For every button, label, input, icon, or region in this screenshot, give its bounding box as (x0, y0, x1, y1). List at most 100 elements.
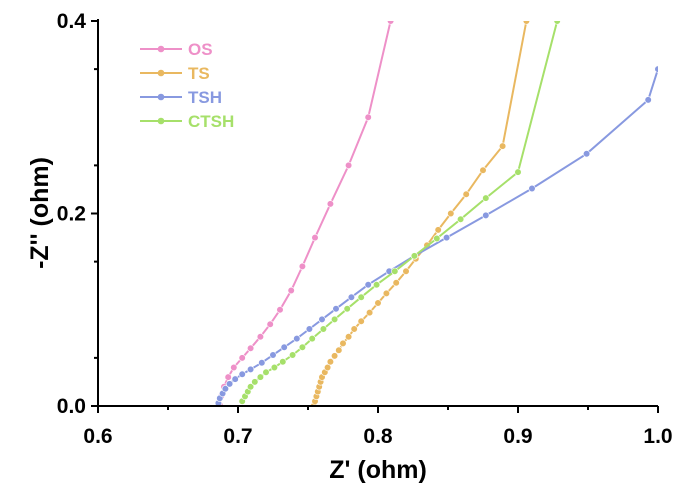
data-point-ts (402, 267, 410, 275)
axis-layer: 0.6 0.7 0.8 0.9 1.0 0.0 0.2 0.4 (57, 10, 673, 448)
legend-label: TS (188, 64, 210, 83)
data-point-tsh (280, 343, 288, 351)
data-point-ctsh (247, 383, 255, 391)
data-point-ts (392, 279, 400, 287)
legend: OS TS TSH CTSH (140, 40, 234, 131)
data-point-ctsh (289, 351, 297, 359)
data-point-ctsh (256, 373, 265, 381)
y-tick-label: 0.2 (57, 203, 86, 226)
series-ts (310, 21, 530, 406)
data-point-tsh (258, 359, 266, 367)
data-point-tsh (221, 385, 229, 393)
data-point-ctsh (343, 305, 351, 313)
data-point-ts (324, 363, 332, 372)
data-point-ctsh (270, 363, 279, 372)
data-point-ctsh (298, 343, 307, 351)
legend-marker (157, 117, 165, 125)
legend-marker (157, 45, 165, 53)
data-point-os (276, 306, 284, 314)
legend-marker (157, 69, 165, 77)
series-tsh (214, 65, 658, 406)
legend-label: TSH (188, 88, 222, 107)
data-point-ts (522, 21, 530, 25)
data-point-ctsh (391, 267, 399, 275)
data-point-ctsh (433, 234, 441, 243)
data-point-tsh (332, 305, 340, 313)
data-point-ts (335, 346, 343, 354)
legend-item-tsh: TSH (140, 88, 222, 107)
legend-label: OS (188, 40, 213, 59)
data-point-ts (434, 226, 442, 234)
data-point-ts (499, 142, 507, 150)
x-tick-label: 0.9 (503, 425, 532, 448)
data-point-ctsh (357, 293, 365, 301)
series-ctsh (238, 21, 561, 405)
data-point-os (298, 262, 307, 271)
data-point-ts (350, 325, 358, 333)
data-point-tsh (364, 281, 372, 289)
data-point-ts (366, 309, 374, 317)
legend-item-os: OS (140, 40, 213, 59)
data-point-ts (326, 358, 335, 366)
data-point-ctsh (373, 281, 381, 289)
data-point-tsh (305, 325, 314, 333)
data-point-tsh (318, 315, 326, 324)
series-layer (214, 21, 658, 406)
data-point-tsh (644, 96, 652, 104)
data-point-ctsh (457, 215, 465, 223)
y-tick-label: 0.4 (57, 10, 87, 33)
data-point-tsh (247, 365, 255, 374)
data-point-ts (331, 352, 339, 360)
data-point-ctsh (308, 335, 316, 343)
x-axis-title: Z' (ohm) (329, 456, 427, 484)
legend-item-ts: TS (140, 64, 210, 83)
data-point-ts (345, 333, 353, 341)
data-point-ts (479, 166, 487, 174)
data-point-os (311, 234, 319, 242)
data-point-ctsh (319, 325, 328, 333)
data-point-ctsh (251, 378, 259, 386)
data-point-os (287, 286, 295, 295)
data-point-tsh (582, 150, 591, 158)
data-point-tsh (293, 335, 301, 343)
data-point-ts (357, 317, 365, 325)
x-tick-label: 0.8 (363, 425, 393, 448)
x-tick-label: 0.6 (83, 425, 112, 448)
data-point-os (230, 363, 238, 372)
data-point-tsh (443, 234, 451, 242)
data-point-ts (339, 339, 347, 348)
data-point-os (224, 373, 232, 381)
data-point-os (326, 200, 335, 208)
series-line-ts (312, 21, 528, 406)
data-point-ctsh (410, 252, 419, 260)
data-point-ts (382, 289, 391, 298)
x-tick-label: 0.7 (223, 425, 252, 448)
x-tick-label: 1.0 (643, 425, 672, 448)
y-tick-label: 0.0 (57, 395, 86, 418)
data-point-tsh (238, 370, 246, 378)
data-point-tsh (482, 211, 490, 219)
plot-area (214, 21, 658, 406)
data-point-ctsh (482, 194, 490, 202)
data-point-ts (447, 209, 455, 218)
data-point-ctsh (514, 168, 522, 176)
legend-marker (157, 93, 165, 101)
data-point-ctsh (279, 358, 287, 366)
data-point-tsh (528, 184, 536, 193)
series-os (216, 21, 395, 406)
data-point-ts (462, 190, 470, 198)
data-point-ctsh (331, 315, 339, 324)
data-point-os (238, 354, 246, 362)
data-point-os (266, 320, 274, 328)
data-point-os (345, 161, 353, 169)
data-point-ts (374, 299, 382, 307)
data-point-tsh (347, 293, 356, 301)
legend-label: CTSH (188, 112, 234, 131)
data-point-os (364, 113, 372, 121)
data-point-tsh (226, 380, 234, 388)
data-point-ctsh (262, 368, 270, 376)
data-point-tsh (654, 65, 658, 73)
y-axis-title: -Z'' (ohm) (26, 157, 54, 269)
